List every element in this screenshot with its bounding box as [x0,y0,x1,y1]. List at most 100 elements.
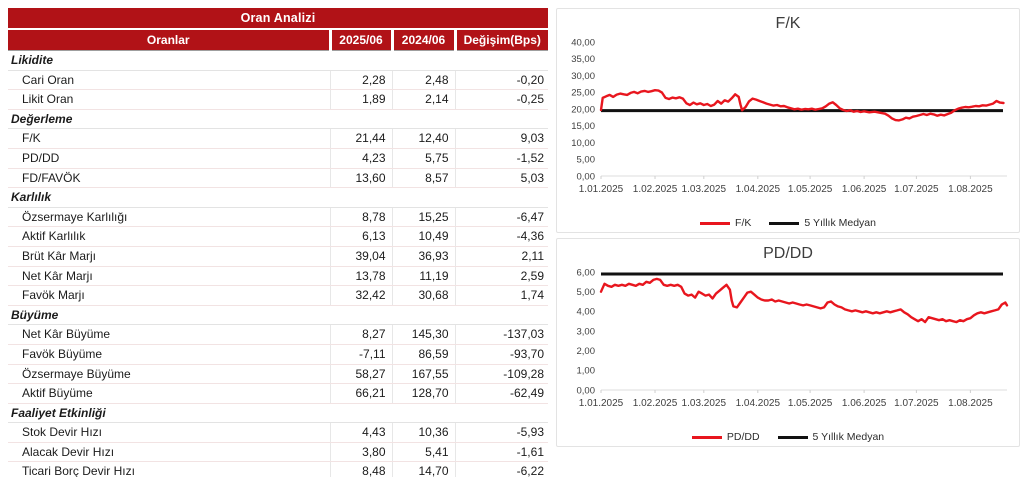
value-2025-06: 8,48 [330,461,393,477]
value-2024-06: 12,40 [392,128,456,149]
legend-item-fk: F/K [700,217,751,229]
value-change-bps: -1,61 [455,442,548,463]
value-2025-06: 13,78 [330,266,393,287]
row-label: FD/FAVÖK [8,168,331,189]
y-tick-label: 20,00 [571,104,595,115]
table-row: Likit Oran 1,89 2,14 -0,25 [8,89,548,110]
pddd-chart-plot: 0,00 1,00 2,00 3,00 4,00 5,00 6,00 1.01.2025 1.0… [577,267,1009,409]
charts-panel: F/K 0,00 5,00 10,00 15,00 20,00 25,00 30,00 35,… [556,8,1020,470]
section-row: Likidite [8,50,548,71]
value-2025-06: 6,13 [330,226,393,247]
data-line [599,277,1009,324]
value-change-bps: -6,47 [455,207,548,228]
column-header-degisim: Değişim(Bps) [453,28,548,51]
value-2024-06: 14,70 [392,461,456,477]
legend-item-pddd: PD/DD [691,431,760,443]
value-2025-06: 1,89 [330,89,393,110]
x-tick-label: 1.03.2025 [682,398,727,409]
median-legend-label: 5 Yıllık Medyan [804,217,876,229]
value-change-bps: -137,03 [455,324,548,345]
fk-legend-label: F/K [735,217,752,229]
fk-chart-title: F/K [775,15,801,32]
y-tick-label: 35,00 [571,54,595,65]
value-2024-06: 167,55 [392,364,456,385]
value-change-bps: -1,52 [455,148,548,169]
value-2025-06: 66,21 [330,383,393,404]
table-row: F/K 21,44 12,40 9,03 [8,128,548,149]
row-label: Alacak Devir Hızı [8,442,331,463]
y-tick-label: 40,00 [571,37,595,48]
pddd-chart-legend: PD/DD 5 Yıllık Medyan [561,430,1015,443]
value-change-bps: 2,11 [455,246,548,267]
row-label: Aktif Büyüme [8,383,331,404]
value-2025-06: 8,78 [330,207,393,228]
value-2024-06: 10,49 [392,226,456,247]
pddd-line-swatch [691,435,722,439]
column-header-2024-06: 2024/06 [390,28,455,51]
table-row: Cari Oran 2,28 2,48 -0,20 [8,70,548,91]
value-2024-06: 5,41 [392,442,456,463]
row-label: Cari Oran [8,70,331,91]
row-label: Favök Marjı [8,285,331,306]
fk-chart-box: F/K 0,00 5,00 10,00 15,00 20,00 25,00 30,00 35,… [556,8,1020,233]
x-tick-label: 1.04.2025 [736,398,781,409]
y-tick-label: 1,00 [577,366,596,377]
table-row: Stok Devir Hızı 4,43 10,36 -5,93 [8,422,548,443]
y-tick-label: 5,00 [577,287,596,298]
legend-item-median: 5 Yıllık Medyan [777,431,885,443]
row-label: Favök Büyüme [8,344,331,365]
value-2025-06: 8,27 [330,324,393,345]
value-2025-06: 21,44 [330,128,393,149]
row-label: Net Kâr Marjı [8,266,331,287]
row-label: Stok Devir Hızı [8,422,331,443]
value-change-bps: -6,22 [455,461,548,477]
row-label: Özsermaye Karlılığı [8,207,331,228]
column-header-2025-06: 2025/06 [328,28,392,51]
row-label: PD/DD [8,148,331,169]
value-2025-06: 13,60 [330,168,393,189]
x-tick-label: 1.01.2025 [579,184,624,195]
value-2025-06: 32,42 [330,285,393,306]
row-label: Ticari Borç Devir Hızı [8,461,331,477]
pddd-legend-label: PD/DD [726,431,760,443]
median-line-swatch [777,435,808,439]
value-2025-06: 2,28 [330,70,393,91]
table-row: Favök Marjı 32,42 30,68 1,74 [8,285,548,306]
x-tick-label: 1.04.2025 [736,184,781,195]
section-row: Değerleme [8,108,548,130]
table-row: Brüt Kâr Marjı 39,04 36,93 2,11 [8,246,548,267]
y-tick-label: 25,00 [571,88,595,99]
x-tick-label: 1.01.2025 [579,398,624,409]
value-2024-06: 145,30 [392,324,456,345]
value-change-bps: 5,03 [455,168,548,189]
value-change-bps: -62,49 [455,383,548,404]
legend-item-median: 5 Yıllık Medyan [769,217,876,229]
value-2024-06: 36,93 [392,246,456,267]
value-2024-06: 2,14 [392,89,456,110]
value-2025-06: 4,23 [330,148,393,169]
median-legend-label: 5 Yıllık Medyan [812,431,885,443]
value-2025-06: 3,80 [330,442,393,463]
table-row: Özsermaye Büyüme 58,27 167,55 -109,28 [8,364,548,385]
table-row: Ticari Borç Devir Hızı 8,48 14,70 -6,22 [8,461,548,477]
y-tick-label: 0,00 [577,385,596,396]
fk-chart-legend: F/K 5 Yıllık Medyan [561,216,1015,229]
value-change-bps: -0,20 [455,70,548,91]
table-body: Likidite Cari Oran 2,28 2,48 -0,20 Likit Oran… [8,50,548,477]
x-tick-label: 1.06.2025 [842,184,887,195]
median-line-swatch [769,221,800,225]
y-tick-label: 0,00 [577,171,596,182]
section-row: Karlılık [8,187,548,208]
table-row: Aktif Büyüme 66,21 128,70 -62,49 [8,383,548,404]
row-label: Aktif Karlılık [8,226,331,247]
x-tick-label: 1.07.2025 [894,398,939,409]
section-label: Büyüme [8,304,548,326]
row-label: F/K [8,128,331,149]
ratio-table: Oran Analizi Oranlar 2025/06 2024/06 Değ… [8,8,548,477]
value-change-bps: 2,59 [455,266,548,287]
y-tick-label: 30,00 [571,71,595,82]
table-row: Net Kâr Büyüme 8,27 145,30 -137,03 [8,324,548,345]
x-tick-label: 1.05.2025 [788,184,833,195]
y-tick-label: 15,00 [571,121,595,132]
value-2024-06: 15,25 [392,207,456,228]
